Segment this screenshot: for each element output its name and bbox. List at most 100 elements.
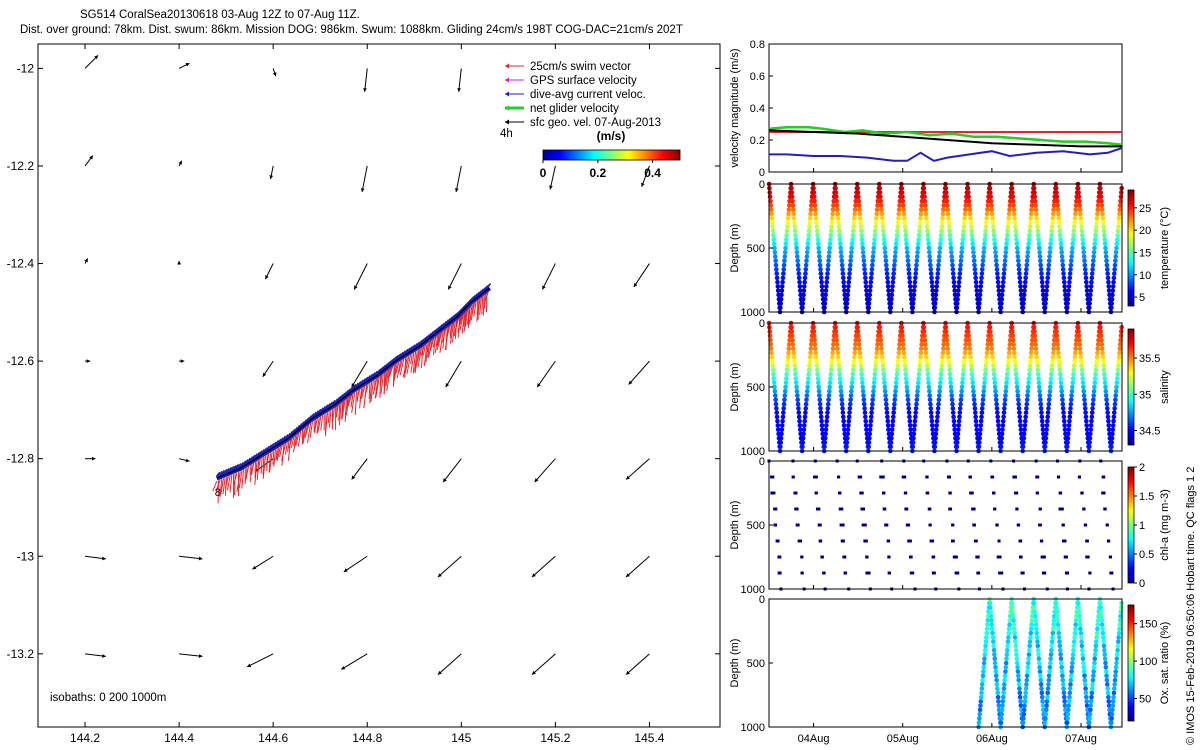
swim-vector — [285, 442, 288, 455]
section-point — [982, 376, 988, 381]
section-point — [1035, 647, 1041, 653]
section-point — [839, 397, 845, 403]
section-point — [815, 380, 821, 386]
section-point — [1101, 643, 1107, 649]
swim-vector — [306, 422, 312, 444]
section-point — [882, 245, 888, 251]
section-point — [1106, 703, 1112, 708]
current-arrow-shaft — [437, 555, 462, 578]
section-point — [1020, 305, 1026, 311]
section-point — [1070, 656, 1076, 662]
section-point — [1102, 376, 1108, 381]
section-point — [1027, 224, 1033, 229]
section-point — [929, 423, 935, 428]
section-point — [1005, 639, 1011, 644]
section-point — [885, 414, 890, 420]
section-point — [857, 207, 862, 212]
section-point — [1095, 342, 1101, 347]
section-point — [1027, 232, 1032, 238]
section-point — [1036, 380, 1042, 386]
section-point — [847, 262, 853, 268]
section-point — [812, 198, 817, 204]
swim-vector — [481, 296, 484, 315]
velocity-series-line — [768, 129, 1122, 148]
section-point — [977, 292, 983, 298]
section-point — [916, 371, 922, 377]
section-point — [1028, 350, 1034, 356]
section-point — [971, 249, 976, 255]
section-point — [883, 397, 889, 403]
section-point — [979, 267, 985, 272]
section-point — [1092, 652, 1098, 657]
section-point — [1106, 694, 1111, 700]
section-point — [894, 371, 900, 377]
section-point — [1088, 427, 1094, 432]
section-point — [1098, 333, 1104, 339]
section-point — [1040, 284, 1045, 289]
section-point — [1081, 393, 1087, 398]
swim-vector — [445, 325, 451, 342]
section-point — [1115, 367, 1121, 373]
swim-vector — [368, 382, 371, 400]
section-point — [1012, 635, 1018, 640]
section-point — [905, 507, 909, 511]
section-point — [862, 410, 868, 415]
section-point — [961, 224, 967, 229]
section-point — [796, 410, 802, 415]
section-point — [1044, 699, 1050, 704]
current-arrow — [340, 653, 368, 670]
section-point — [812, 342, 818, 347]
section-point — [1056, 626, 1061, 632]
section-point — [775, 418, 780, 424]
section-point — [1002, 401, 1008, 407]
section-point — [811, 329, 817, 334]
section-point — [767, 190, 773, 195]
section-point — [950, 271, 956, 276]
section-point — [1077, 475, 1081, 479]
section-point — [1087, 296, 1093, 302]
section-point — [1103, 669, 1109, 674]
section-point — [928, 262, 933, 268]
section-point — [1098, 324, 1103, 330]
section-point — [881, 376, 887, 381]
section-point — [971, 393, 977, 398]
section-point — [1043, 301, 1048, 306]
section-point — [843, 571, 847, 575]
section-point — [853, 342, 858, 347]
section-point — [1109, 440, 1115, 445]
section-point — [844, 301, 850, 306]
section-point — [824, 284, 829, 289]
section-point — [802, 414, 808, 420]
section-point — [891, 410, 896, 415]
section-point — [1014, 380, 1020, 386]
section-point — [885, 284, 891, 289]
section-point — [972, 267, 978, 272]
section-point — [1029, 342, 1035, 347]
current-arrow-shaft — [179, 653, 203, 657]
section-point — [1069, 388, 1075, 394]
section-colorbar-tick-label: 0.5 — [1139, 549, 1154, 561]
section-point — [917, 359, 923, 364]
section-colorbar — [1127, 328, 1135, 446]
section-point — [818, 271, 824, 276]
current-arrow-shaft — [353, 263, 368, 290]
section-point — [1109, 555, 1113, 559]
section-point — [880, 363, 886, 368]
swim-vector — [332, 407, 335, 422]
section-point — [1046, 673, 1052, 679]
section-point — [981, 254, 986, 259]
section-point — [867, 296, 872, 302]
section-point — [1061, 686, 1066, 691]
section-point — [960, 371, 966, 377]
section-point — [774, 275, 780, 281]
swim-vector — [404, 355, 410, 373]
current-arrow-head — [178, 160, 182, 165]
section-point — [770, 367, 776, 373]
section-point — [981, 664, 987, 670]
swim-vector — [425, 342, 429, 363]
swim-vector — [466, 305, 472, 326]
section-point — [971, 258, 977, 264]
swim-vector — [392, 364, 396, 387]
section-point — [984, 359, 989, 364]
section-point — [908, 539, 912, 543]
